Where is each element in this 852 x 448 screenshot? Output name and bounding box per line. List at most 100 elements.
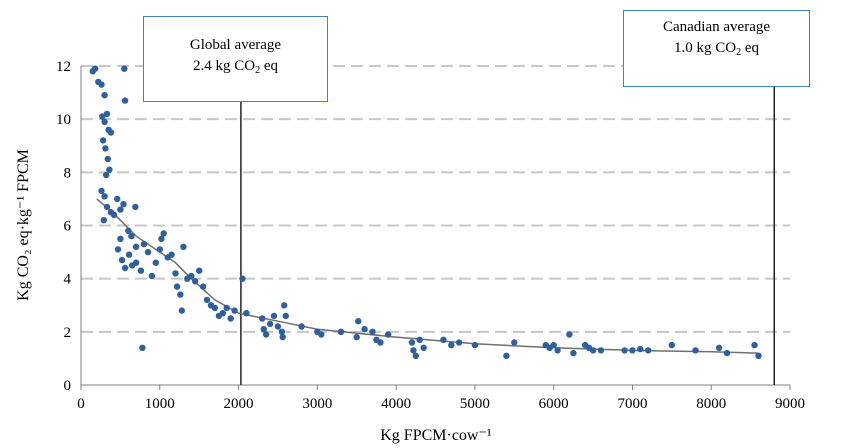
data-point [99, 137, 107, 144]
data-point [101, 193, 108, 200]
data-point [355, 318, 362, 325]
data-point [121, 65, 128, 72]
data-point [172, 270, 179, 277]
data-point [318, 331, 325, 338]
data-point [121, 264, 129, 272]
data-point [281, 302, 288, 309]
tick-labels: 0 2 4 6 8 10 12 0 1000 2000 3000 4000 5000 6000 7000 80… [56, 59, 805, 412]
data-point [103, 203, 111, 211]
data-points [89, 65, 762, 359]
data-point [715, 344, 723, 351]
data-point [132, 203, 139, 211]
x-tick-label: 7000 [617, 396, 647, 412]
data-point [117, 206, 124, 213]
y-tick-label: 0 [64, 378, 72, 394]
y-tick-label: 4 [64, 272, 72, 288]
y-tick-label: 12 [56, 59, 71, 75]
data-point [99, 113, 106, 120]
data-point [227, 315, 234, 322]
data-point [455, 339, 463, 346]
y-axis-title: Kg CO₂ eq·kg⁻¹ FPCM [15, 149, 32, 301]
data-point [385, 331, 392, 338]
data-point [110, 211, 118, 219]
data-point [177, 291, 184, 298]
gridlines [81, 65, 790, 333]
data-point [278, 328, 286, 335]
data-point [98, 187, 105, 195]
data-point [751, 341, 758, 349]
data-point [219, 310, 226, 317]
data-point [361, 326, 368, 333]
data-point [125, 251, 133, 258]
data-point [629, 347, 636, 354]
data-point [511, 339, 518, 346]
data-point [637, 345, 644, 353]
data-point [239, 275, 246, 282]
data-point [566, 331, 573, 338]
data-point [755, 352, 762, 359]
data-point [282, 312, 289, 320]
data-point [377, 339, 384, 346]
data-point [117, 235, 124, 242]
x-tick-label: 3000 [302, 396, 332, 412]
data-point [92, 65, 99, 72]
data-point [188, 272, 195, 280]
trend-line-group [96, 198, 759, 354]
data-point [621, 347, 628, 354]
data-point [211, 304, 219, 312]
data-point [274, 323, 282, 330]
data-point [104, 155, 112, 163]
data-point [203, 296, 211, 304]
data-point [128, 232, 135, 240]
data-point [723, 349, 731, 357]
data-point [589, 347, 597, 354]
data-point [173, 283, 181, 290]
data-point [353, 333, 360, 341]
data-point [223, 304, 230, 312]
data-point [262, 331, 270, 338]
data-point [178, 307, 185, 314]
data-point [98, 81, 105, 88]
data-point [100, 217, 108, 224]
x-tick-label: 1000 [145, 396, 175, 412]
x-tick-label: 9000 [775, 396, 805, 412]
y-tick-label: 10 [56, 112, 71, 128]
data-point [158, 235, 165, 242]
x-tick-label: 4000 [381, 396, 411, 412]
data-point [243, 310, 250, 317]
data-point [337, 328, 345, 335]
y-tick-label: 8 [64, 165, 72, 181]
data-point [266, 320, 274, 328]
data-point [148, 272, 156, 280]
data-point [645, 347, 652, 354]
data-point [144, 248, 152, 256]
data-point [408, 339, 416, 346]
average-reference-lines [240, 84, 775, 385]
data-point [139, 344, 146, 351]
data-point [550, 341, 557, 349]
data-point [260, 326, 267, 333]
axes [80, 66, 790, 386]
global-average-callout: Global average 2.4 kg CO2 eq [143, 16, 328, 102]
data-point [570, 349, 577, 357]
data-point [140, 240, 148, 248]
data-point [410, 347, 417, 354]
data-point [412, 352, 419, 359]
data-point [503, 352, 510, 359]
trend-line [96, 198, 759, 354]
canadian-average-callout: Canadian average 1.0 kg CO2 eq [623, 10, 810, 87]
data-point [156, 246, 163, 253]
global-average-value: 2.4 kg CO2 eq [192, 58, 278, 76]
data-point [420, 344, 427, 351]
data-point [270, 312, 278, 320]
data-point [199, 283, 207, 290]
data-point [692, 347, 699, 354]
data-point [103, 171, 110, 179]
data-point [114, 246, 122, 253]
x-tick-label: 5000 [460, 396, 490, 412]
data-point [597, 347, 605, 354]
data-point [180, 243, 187, 250]
x-tick-label: 2000 [224, 396, 254, 412]
data-point [279, 333, 286, 341]
